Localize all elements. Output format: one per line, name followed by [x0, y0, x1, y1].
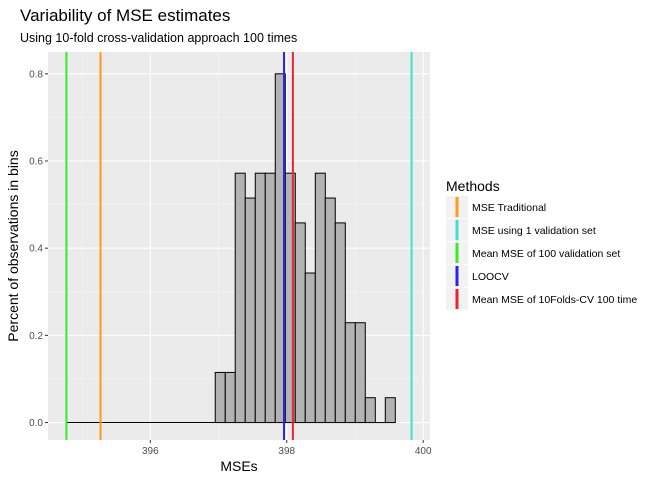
histogram-bar [324, 197, 336, 424]
histogram-bar [234, 172, 246, 424]
histogram-bar [314, 172, 326, 424]
y-tick-label: 0.8 [29, 69, 43, 80]
histogram-bars [67, 73, 396, 424]
y-tick-label: 0.0 [29, 418, 43, 429]
x-tick-label: 400 [415, 446, 432, 457]
histogram-bar [264, 172, 276, 424]
legend-label: Mean MSE of 100 validation set [472, 248, 620, 260]
legend-label: Mean MSE of 10Folds-CV 100 time [472, 294, 637, 306]
legend: Methods MSE Traditional MSE using 1 valid… [446, 178, 637, 310]
x-axis-title: MSEs [220, 458, 257, 474]
histogram-bar [384, 397, 396, 424]
histogram-bar [304, 272, 316, 424]
histogram-bar [254, 172, 266, 424]
histogram-bar [214, 371, 226, 424]
legend-label: MSE using 1 validation set [472, 225, 596, 237]
x-tick-label: 396 [142, 446, 159, 457]
histogram-bar [334, 222, 346, 424]
method-lines [65, 52, 413, 440]
histogram-bar [344, 322, 356, 424]
x-axis: 396 398 400 [142, 440, 432, 457]
legend-label: MSE Traditional [472, 202, 546, 214]
histogram-bar [354, 322, 366, 424]
y-tick-label: 0.2 [29, 331, 43, 342]
histogram-bar [294, 222, 306, 424]
chart-title: Variability of MSE estimates [20, 6, 230, 25]
y-tick-label: 0.4 [29, 244, 43, 255]
y-axis-title: Percent of observations in bins [5, 150, 21, 341]
legend-label: LOOCV [472, 271, 509, 283]
y-axis: 0.0 0.2 0.4 0.6 0.8 [29, 69, 48, 429]
legend-title: Methods [446, 178, 500, 194]
histogram-bar [244, 197, 256, 424]
y-tick-label: 0.6 [29, 156, 43, 167]
x-tick-label: 398 [278, 446, 295, 457]
chart-subtitle: Using 10-fold cross-validation approach … [20, 31, 297, 45]
histogram-bar [364, 397, 376, 424]
histogram-bar [224, 371, 236, 424]
